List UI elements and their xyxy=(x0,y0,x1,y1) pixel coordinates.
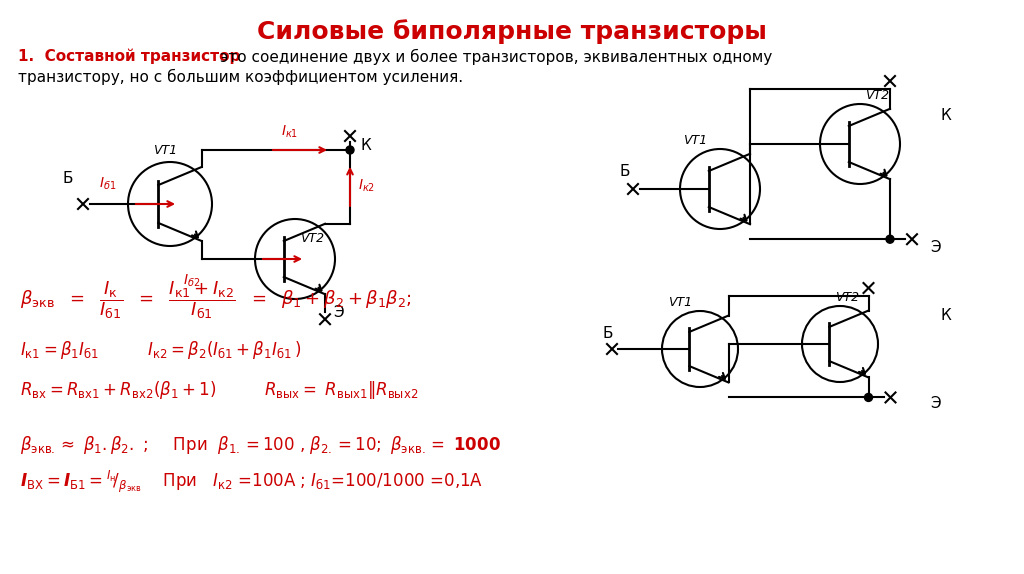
Text: VT1: VT1 xyxy=(668,296,692,309)
Text: Э: Э xyxy=(333,305,344,320)
Text: Силовые биполярные транзисторы: Силовые биполярные транзисторы xyxy=(257,19,767,44)
Circle shape xyxy=(886,235,894,243)
Text: $I_{\mathregular{к1}} = \beta_1 I_{\mathregular{б1}}$$\qquad\quad I_{\mathregula: $I_{\mathregular{к1}} = \beta_1 I_{\math… xyxy=(20,339,301,361)
Text: VT2: VT2 xyxy=(835,291,859,304)
Text: VT1: VT1 xyxy=(153,144,177,157)
Text: Б: Б xyxy=(62,171,74,186)
Text: Б: Б xyxy=(603,327,613,342)
Text: Э: Э xyxy=(930,397,941,412)
Text: К: К xyxy=(940,308,950,324)
Text: $\boldsymbol{I}_{\mathregular{ВХ}} = \boldsymbol{I}_{\mathregular{Б1}} = {}^{I_{: $\boldsymbol{I}_{\mathregular{ВХ}} = \bo… xyxy=(20,469,483,495)
Text: $I_{б1}$: $I_{б1}$ xyxy=(99,176,117,192)
Text: VT1: VT1 xyxy=(683,134,707,147)
Text: это соединение двух и более транзисторов, эквивалентных одному: это соединение двух и более транзисторов… xyxy=(220,49,772,65)
Text: Б: Б xyxy=(620,164,630,179)
Circle shape xyxy=(346,146,354,154)
Text: VT2: VT2 xyxy=(865,89,889,102)
Text: VT2: VT2 xyxy=(300,232,325,246)
Text: $I_{к2}$: $I_{к2}$ xyxy=(358,177,375,194)
Text: Э: Э xyxy=(930,239,941,254)
Circle shape xyxy=(864,393,872,401)
Text: транзистору, но с большим коэффициентом усиления.: транзистору, но с большим коэффициентом … xyxy=(18,69,463,85)
Text: $I_{б2}$: $I_{б2}$ xyxy=(183,273,200,289)
Text: $R_{\mathregular{вх}}=R_{\mathregular{вх1}} + R_{\mathregular{вх2}}(\beta_1 + 1): $R_{\mathregular{вх}}=R_{\mathregular{вх… xyxy=(20,379,418,401)
Text: $\beta_{\mathregular{экв.}} \approx\ \beta_1.\beta_2.\ ;$$\quad$ При  $\beta_{1.: $\beta_{\mathregular{экв.}} \approx\ \be… xyxy=(20,434,501,456)
Text: $I_{к1}$: $I_{к1}$ xyxy=(282,123,299,140)
Text: К: К xyxy=(940,108,950,123)
Text: $\beta_{\mathregular{экв}}$$\ \ =\ \ \dfrac{I_{\mathregular{к}}}{I_{\mathregular: $\beta_{\mathregular{экв}}$$\ \ =\ \ \df… xyxy=(20,279,412,321)
Text: 1.  Составной транзистор: 1. Составной транзистор xyxy=(18,49,241,64)
Text: К: К xyxy=(360,138,371,153)
